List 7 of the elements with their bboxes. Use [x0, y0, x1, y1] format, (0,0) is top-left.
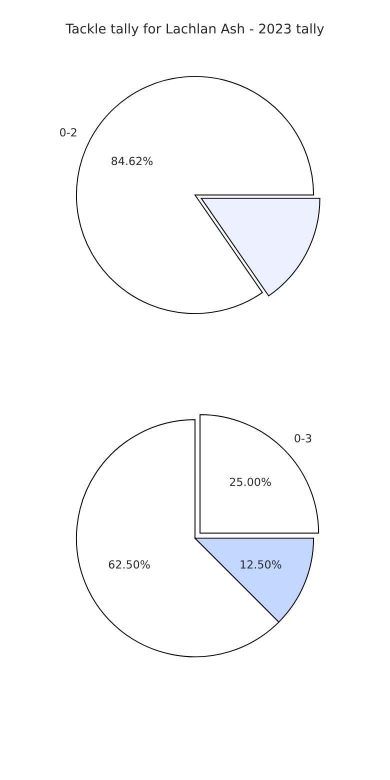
- data-label: 62.50%: [108, 560, 150, 569]
- slice-label: 0-3: [294, 434, 312, 442]
- chart-title: Tackle tally for Lachlan Ash - 2023 tally: [66, 23, 324, 36]
- slice-label: 0-2: [60, 128, 76, 137]
- data-label: 25.00%: [230, 478, 271, 486]
- data-label: 84.62%: [112, 156, 153, 166]
- data-label: 12.50%: [240, 560, 282, 569]
